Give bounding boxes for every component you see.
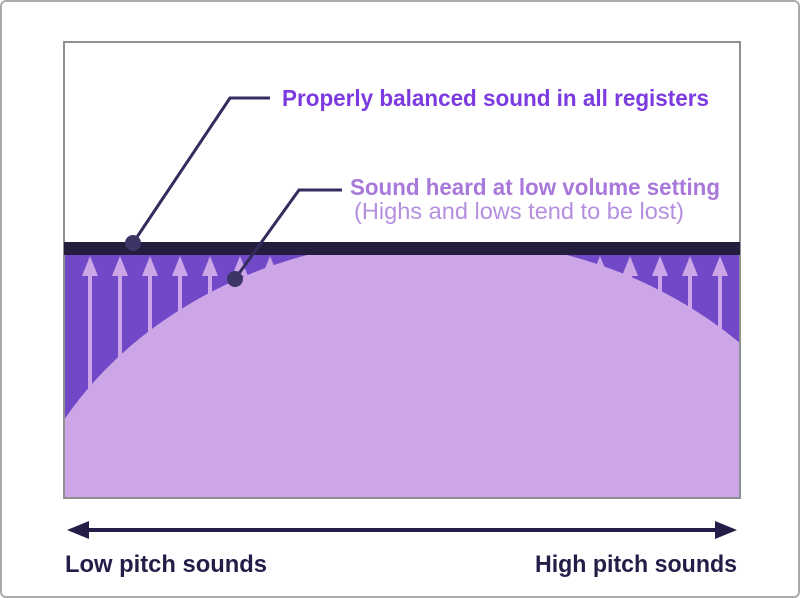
high-pitch-label: High pitch sounds (535, 551, 737, 578)
callout-dot-balanced (125, 235, 141, 251)
low-volume-dome (65, 254, 739, 497)
arrow-left-icon (67, 521, 89, 539)
up-arrow-icon (82, 256, 98, 492)
callout-line-low-volume (233, 188, 342, 280)
low-pitch-label: Low pitch sounds (65, 551, 267, 578)
callout-label-low-volume: Sound heard at low volume setting (350, 174, 720, 200)
balanced-sound-line (64, 242, 740, 255)
arrow-right-icon (715, 521, 737, 539)
callout-dot-low-volume (227, 271, 243, 287)
callout-label-balanced: Properly balanced sound in all registers (282, 85, 709, 111)
pitch-axis: Low pitch sounds High pitch sounds (65, 521, 737, 578)
volume-zone (65, 254, 739, 497)
callout-line-balanced (131, 96, 270, 244)
callout-sublabel-low-volume: (Highs and lows tend to be lost) (354, 198, 684, 224)
